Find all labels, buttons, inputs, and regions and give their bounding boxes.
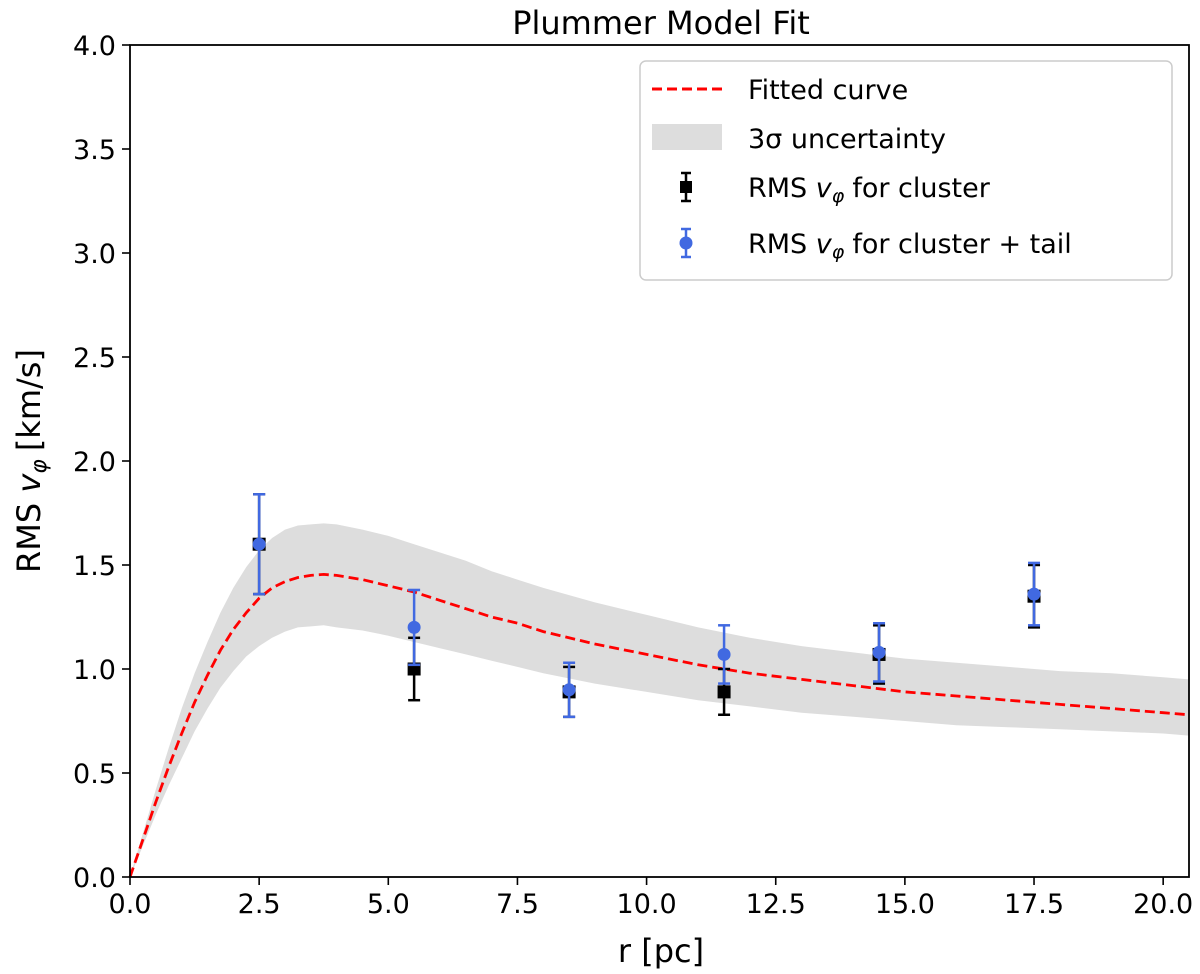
legend-cluster-tail-marker bbox=[679, 236, 693, 250]
y-tick-label: 2.5 bbox=[73, 343, 116, 374]
y-tick-label: 2.0 bbox=[73, 447, 116, 478]
y-tick-label: 1.5 bbox=[73, 551, 116, 582]
x-tick-label: 5.0 bbox=[367, 889, 410, 920]
point-cluster-tail bbox=[1027, 587, 1041, 601]
y-tick-label: 3.0 bbox=[73, 239, 116, 270]
y-tick-label: 3.5 bbox=[73, 135, 116, 166]
point-cluster-tail bbox=[562, 683, 576, 697]
legend-cluster-tail-label-var: v bbox=[816, 229, 833, 260]
legend-cluster-tail-label-sub: φ bbox=[832, 241, 845, 263]
y-tick-label: 0.0 bbox=[73, 863, 116, 894]
y-axis-label-sub: φ bbox=[27, 459, 52, 474]
legend-cluster-label-sub: φ bbox=[832, 185, 845, 207]
legend-cluster-label: RMS vφ for cluster bbox=[748, 173, 991, 207]
legend-cluster-tail-label: RMS vφ for cluster + tail bbox=[748, 229, 1072, 263]
legend-cluster-tail-swatch bbox=[679, 227, 693, 259]
fitted-curve bbox=[128, 572, 1190, 878]
y-tick-label: 0.5 bbox=[73, 759, 116, 790]
y-axis-label-unit: [km/s] bbox=[10, 349, 48, 451]
chart-title: Plummer Model Fit bbox=[512, 4, 810, 42]
legend-uncertainty-label: 3σ uncertainty bbox=[748, 124, 946, 155]
point-cluster-tail bbox=[252, 537, 266, 551]
x-tick-label: 15.0 bbox=[875, 889, 935, 920]
legend-cluster-tail-label-rest: for cluster + tail bbox=[852, 229, 1071, 260]
point-cluster-tail bbox=[407, 620, 421, 634]
legend-uncertainty-swatch bbox=[652, 124, 722, 150]
y-tick-label: 4.0 bbox=[73, 31, 116, 62]
x-tick-label: 7.5 bbox=[496, 889, 539, 920]
x-tick-label: 17.5 bbox=[1004, 889, 1064, 920]
x-axis-label: r [pc] bbox=[618, 932, 704, 970]
point-cluster-tail bbox=[717, 647, 731, 661]
point-cluster-tail bbox=[872, 645, 886, 659]
legend-cluster-tail-label-prefix: RMS bbox=[748, 229, 807, 260]
legend-fit-curve-label: Fitted curve bbox=[748, 75, 908, 106]
legend-frame bbox=[639, 60, 1173, 281]
legend-cluster-label-rest: for cluster bbox=[852, 173, 990, 204]
series-cluster-tail bbox=[252, 493, 1041, 719]
uncertainty-band bbox=[130, 523, 1189, 877]
legend-cluster-label-var: v bbox=[816, 173, 833, 204]
y-axis-label-var: v bbox=[10, 473, 48, 493]
y-tick-label: 1.0 bbox=[73, 655, 116, 686]
point-cluster bbox=[717, 685, 731, 699]
x-tick-label: 2.5 bbox=[238, 889, 281, 920]
legend: Fitted curve 3σ uncertainty RMS vφ for cl… bbox=[639, 60, 1173, 281]
y-axis-label: RMS vφ [km/s] bbox=[10, 349, 52, 573]
y-axis-label-prefix: RMS bbox=[10, 503, 48, 573]
plot-area: 0.0 2.5 5.0 7.5 10.0 12.5 15.0 17.5 20.0 0.0 0.5 1.… bbox=[73, 31, 1193, 920]
x-tick-label: 20.0 bbox=[1133, 889, 1193, 920]
x-tick-label: 10.0 bbox=[617, 889, 677, 920]
legend-cluster-label-prefix: RMS bbox=[748, 173, 807, 204]
legend-cluster-marker bbox=[680, 181, 692, 193]
x-tick-label: 12.5 bbox=[746, 889, 806, 920]
x-tick-label: 0.0 bbox=[109, 889, 152, 920]
legend-cluster-swatch bbox=[680, 171, 692, 203]
